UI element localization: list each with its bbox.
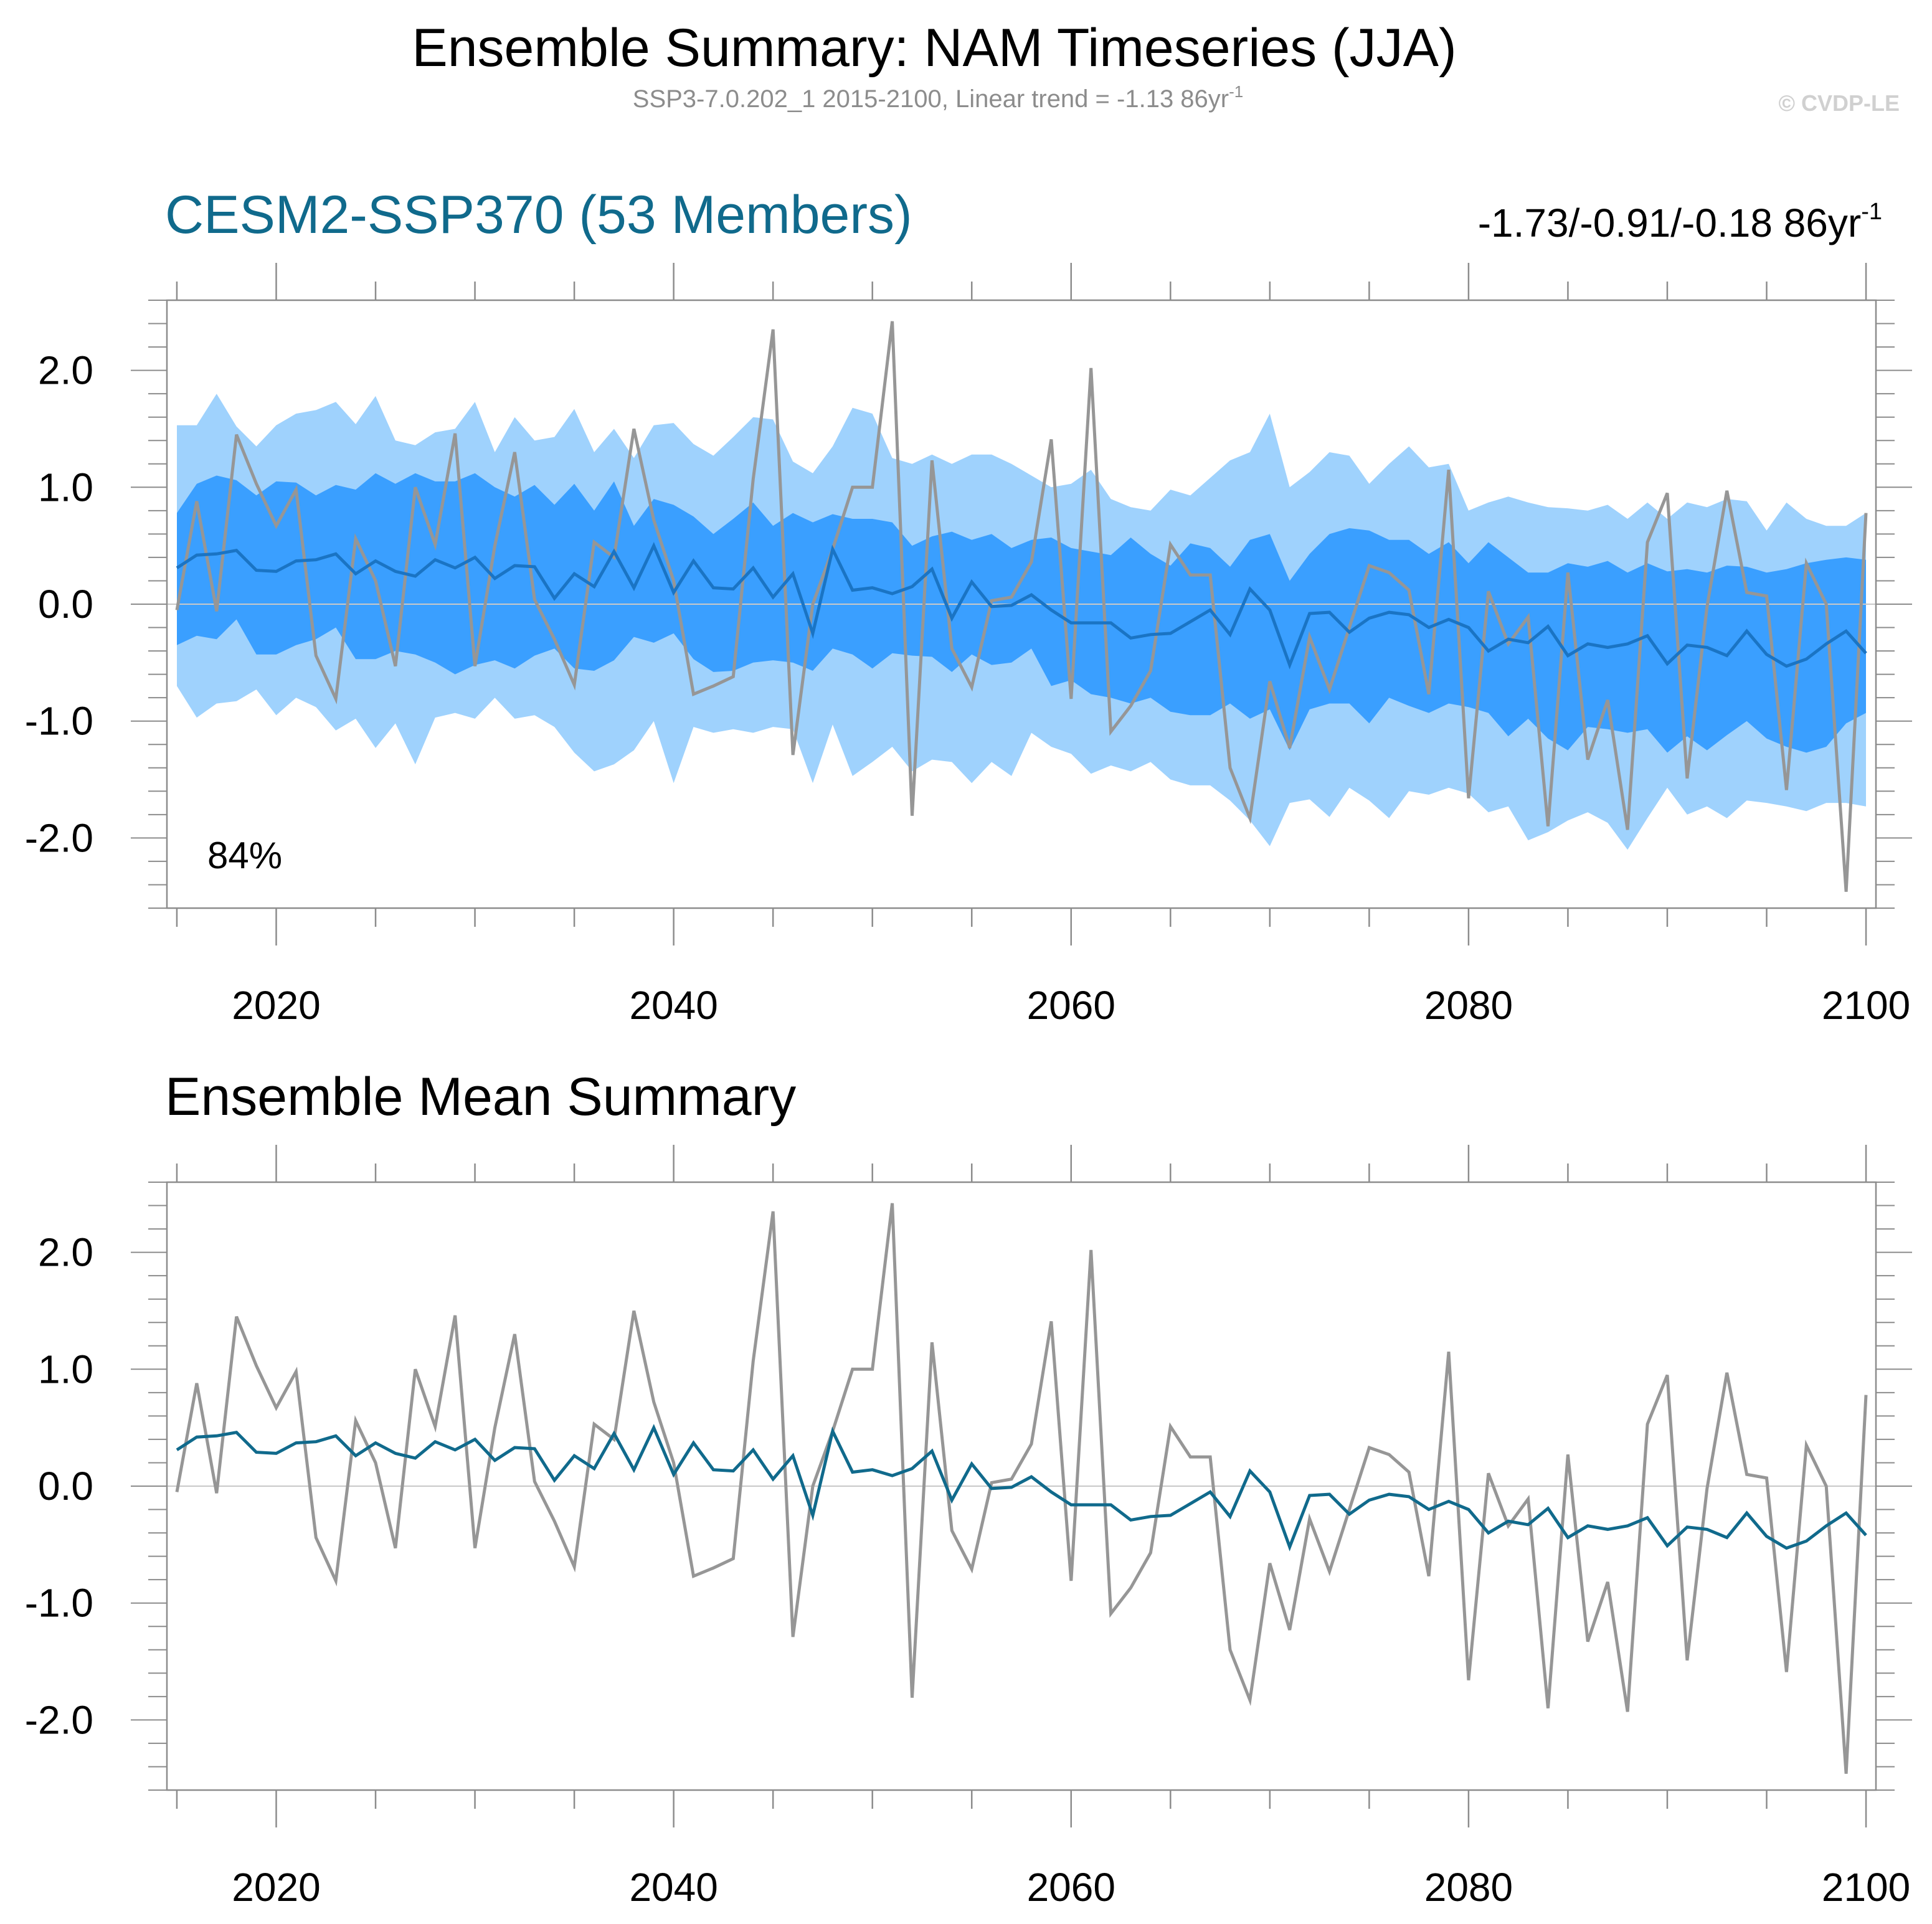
top-ytick-label-1: 1.0 bbox=[38, 465, 93, 509]
top-observations-line bbox=[175, 321, 1868, 892]
bottom-xtick-label-2060: 2060 bbox=[1027, 1865, 1115, 1910]
bottom-xtick-label-2020: 2020 bbox=[232, 1865, 320, 1910]
top-panel-trend-sup: -1 bbox=[1861, 199, 1882, 225]
top-uncertainty-bands bbox=[177, 394, 1866, 850]
top-ytick-label-0: 2.0 bbox=[38, 348, 93, 393]
bottom-ytick-label-0: 2.0 bbox=[38, 1230, 93, 1275]
figure-subtitle-text: SSP3-7.0.202_1 2015-2100, Linear trend =… bbox=[633, 85, 1229, 113]
bottom-ytick-label-4: -2.0 bbox=[25, 1697, 93, 1742]
bottom-ytick-label-3: -1.0 bbox=[25, 1581, 93, 1626]
figure-subtitle: SSP3-7.0.202_1 2015-2100, Linear trend =… bbox=[633, 82, 1243, 113]
top-ensemble-mean-line bbox=[176, 542, 1867, 670]
top-xtick-label-2020: 2020 bbox=[232, 983, 320, 1028]
top-axes: 2020 2040 2060 2080 2100 2.0 1.0 0.0 -1.0 -2.0 bbox=[25, 263, 1912, 1028]
top-inner-band bbox=[177, 473, 1866, 753]
bottom-ensemble-mean-line bbox=[176, 1424, 1867, 1552]
top-panel-trend-text: -1.73/-0.91/-0.18 86yr bbox=[1478, 201, 1861, 245]
bottom-xtick-label-2100: 2100 bbox=[1822, 1865, 1910, 1910]
bottom-panel-title: Ensemble Mean Summary bbox=[165, 1067, 796, 1127]
top-ytick-label-3: -1.0 bbox=[25, 699, 93, 744]
bottom-ytick-label-2: 0.0 bbox=[38, 1464, 93, 1509]
top-xtick-label-2080: 2080 bbox=[1424, 983, 1513, 1028]
top-xtick-label-2100: 2100 bbox=[1822, 983, 1910, 1028]
bottom-observations-line bbox=[175, 1203, 1868, 1774]
top-series-lines bbox=[175, 321, 1868, 892]
top-ytick-label-4: -2.0 bbox=[25, 815, 93, 860]
figure-title: Ensemble Summary: NAM Timeseries (JJA) bbox=[412, 18, 1456, 78]
top-panel-title: CESM2-SSP370 (53 Members) bbox=[165, 185, 912, 245]
top-xtick-label-2060: 2060 bbox=[1027, 983, 1115, 1028]
top-xtick-label-2040: 2040 bbox=[629, 983, 717, 1028]
bottom-ytick-label-1: 1.0 bbox=[38, 1347, 93, 1391]
top-percent-label: 84% bbox=[207, 835, 282, 876]
bottom-series-lines bbox=[175, 1203, 1868, 1774]
bottom-xtick-label-2040: 2040 bbox=[629, 1865, 717, 1910]
top-ytick-label-2: 0.0 bbox=[38, 582, 93, 627]
figure-subtitle-sup: -1 bbox=[1229, 82, 1243, 101]
top-panel-trend-range: -1.73/-0.91/-0.18 86yr-1 bbox=[1478, 199, 1882, 245]
bottom-axes: 2020 2040 2060 2080 2100 2.0 1.0 0.0 -1.0 -2.0 bbox=[25, 1145, 1912, 1910]
bottom-panel: Ensemble Mean Summary 2020 2040 2060 2080 21… bbox=[25, 1067, 1912, 1910]
bottom-xtick-label-2080: 2080 bbox=[1424, 1865, 1513, 1910]
copyright-label: © CVDP-LE bbox=[1778, 90, 1900, 116]
top-panel: CESM2-SSP370 (53 Members) -1.73/-0.91/-0… bbox=[25, 185, 1912, 1028]
